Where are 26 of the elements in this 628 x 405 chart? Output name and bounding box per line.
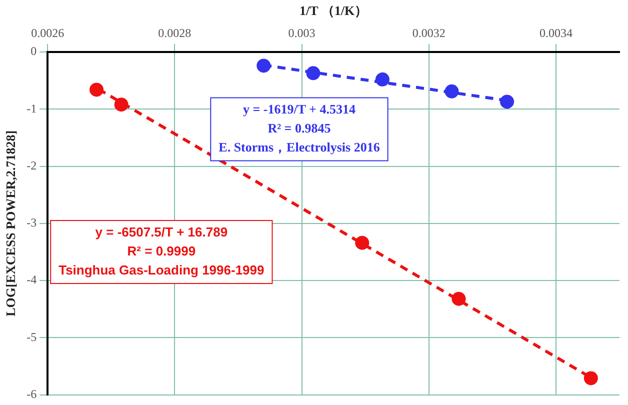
- point: [90, 82, 104, 97]
- y-tick-label: -1: [26, 101, 37, 116]
- annotation: R² = 0.9999: [127, 244, 196, 259]
- x-axis-title: 1/T （1/K）: [300, 3, 368, 18]
- x-tick-label: 0.0028: [158, 26, 192, 40]
- point: [114, 98, 128, 112]
- annotation: Tsinghua Gas-Loading 1996-1999: [58, 262, 264, 278]
- y-tick-label: -2: [26, 158, 37, 172]
- x-tick-label: 0.0026: [31, 26, 64, 40]
- point: [256, 58, 271, 73]
- x-tick-label: 0.003: [288, 26, 316, 40]
- y-tick-label: -5: [26, 330, 37, 344]
- annotation: y = -6507.5/T + 16.789: [95, 224, 228, 240]
- annotation: y = -1619/T + 4.5314: [243, 102, 356, 117]
- y-tick-label: -3: [26, 216, 37, 230]
- y-tick-label: 0: [30, 44, 37, 58]
- y-axis-title: LOG[EXCESS POWER,2.71828]: [3, 130, 18, 316]
- annotation: E. Storms，Electrolysis 2016: [218, 140, 380, 155]
- y-tick-label: -4: [26, 272, 37, 287]
- point: [375, 72, 390, 86]
- annotation: R² = 0.9845: [268, 120, 332, 136]
- point: [500, 94, 514, 109]
- point: [584, 371, 598, 386]
- x-tick-label: 0.0034: [539, 26, 572, 40]
- y-tick-label: -6: [26, 386, 37, 401]
- x-tick-label: 0.0032: [412, 26, 446, 40]
